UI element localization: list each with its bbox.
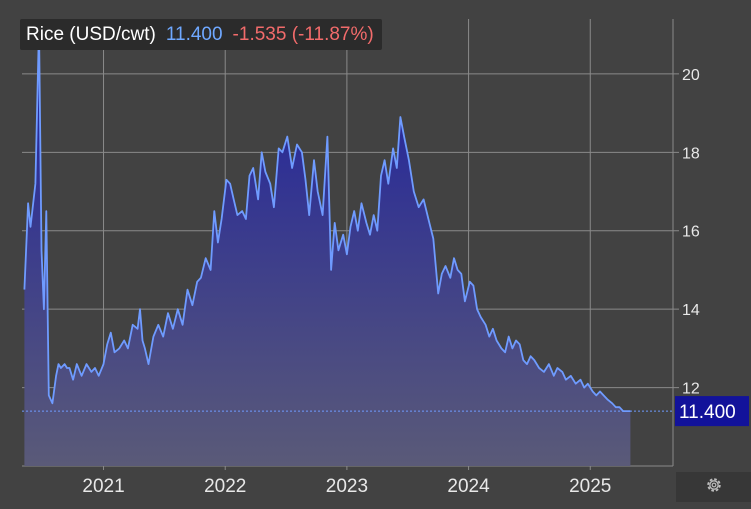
gear-icon	[704, 475, 724, 500]
settings-button[interactable]	[676, 472, 751, 502]
chart-legend: Rice (USD/cwt) 11.400 -1.535 (-11.87%)	[20, 19, 382, 50]
y-tick-label: 12	[682, 381, 700, 398]
last-price-label: 11.400	[679, 402, 736, 423]
price-line	[23, 25, 631, 412]
price-change: -1.535 (-11.87%)	[232, 23, 374, 45]
y-tick-label: 18	[682, 145, 700, 162]
instrument-name: Rice (USD/cwt)	[26, 23, 156, 45]
axis-labels: 12 14 16 18 20 2021 2022 2023 2024 2025	[82, 67, 700, 497]
y-tick-label: 20	[682, 67, 700, 84]
x-tick-label: 2024	[447, 476, 490, 497]
price-area	[24, 26, 631, 467]
last-price-badge: 11.400	[675, 396, 749, 427]
y-tick-label: 16	[682, 224, 700, 241]
y-tick-label: 14	[682, 302, 700, 319]
x-tick-label: 2021	[82, 476, 124, 497]
x-tick-label: 2023	[326, 476, 368, 497]
x-tick-label: 2022	[204, 476, 246, 497]
x-tick-label: 2025	[569, 476, 611, 497]
last-price: 11.400	[165, 23, 223, 45]
